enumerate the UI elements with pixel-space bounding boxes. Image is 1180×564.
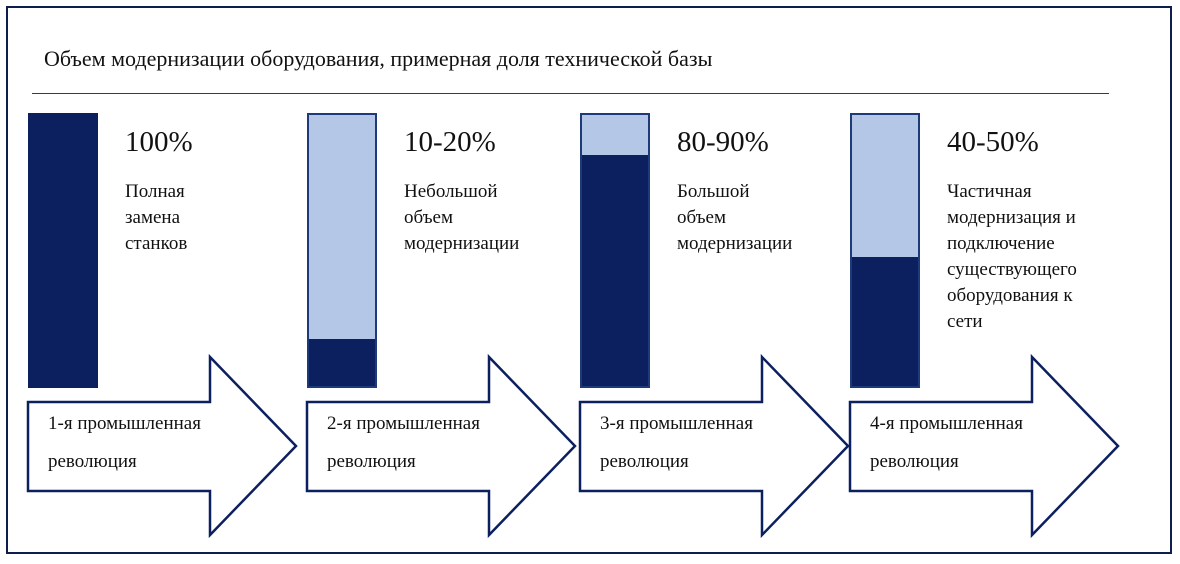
revolution-label-4: 4-я промышленная революция xyxy=(870,405,1023,481)
revolution-arrow-2 xyxy=(305,353,577,539)
revolution-arrow-3 xyxy=(578,353,850,539)
revolution-label-2: 2-я промышленная революция xyxy=(327,405,480,481)
description-line: модернизации xyxy=(677,233,793,254)
bar-modernized-segment xyxy=(309,339,375,386)
description-line: Небольшой xyxy=(404,181,498,202)
description-line: замена xyxy=(125,207,180,228)
bar-remaining-segment xyxy=(582,115,648,159)
stage-description-2: Небольшой объем модернизации xyxy=(404,179,519,257)
percent-label-4: 40-50% xyxy=(947,126,1039,158)
bar-remaining-segment xyxy=(309,115,375,343)
bar-remaining-segment xyxy=(852,115,918,261)
description-line: Полная xyxy=(125,181,185,202)
arrow-shape xyxy=(26,353,298,539)
arrow-label-line: 3-я промышленная xyxy=(600,413,753,434)
description-line: объем xyxy=(404,207,453,228)
description-line: подключение xyxy=(947,233,1055,254)
title-divider xyxy=(32,93,1109,94)
description-line: модернизация и xyxy=(947,207,1076,228)
percent-label-3: 80-90% xyxy=(677,126,769,158)
revolution-label-1: 1-я промышленная революция xyxy=(48,405,201,481)
description-line: Частичная xyxy=(947,181,1032,202)
stage-description-1: Полная замена станков xyxy=(125,179,187,257)
arrow-label-line: 4-я промышленная xyxy=(870,413,1023,434)
bar-modernized-segment xyxy=(852,257,918,386)
arrow-shape xyxy=(848,353,1120,539)
percent-label-2: 10-20% xyxy=(404,126,496,158)
modernization-bar-4 xyxy=(850,113,920,388)
modernization-bar-2 xyxy=(307,113,377,388)
arrow-label-line: революция xyxy=(48,451,137,472)
revolution-label-3: 3-я промышленная революция xyxy=(600,405,753,481)
revolution-arrow-1 xyxy=(26,353,298,539)
description-line: существующего xyxy=(947,259,1077,280)
description-line: объем xyxy=(677,207,726,228)
arrow-shape xyxy=(578,353,850,539)
percent-label-1: 100% xyxy=(125,126,193,158)
description-line: сети xyxy=(947,311,983,332)
description-line: станков xyxy=(125,233,188,254)
bar-modernized-segment xyxy=(28,113,98,388)
modernization-bar-1 xyxy=(28,113,98,388)
description-line: оборудования к xyxy=(947,285,1073,306)
arrow-label-line: революция xyxy=(327,451,416,472)
diagram-title: Объем модернизации оборудования, примерн… xyxy=(44,46,713,71)
arrow-label-line: революция xyxy=(600,451,689,472)
modernization-bar-3 xyxy=(580,113,650,388)
arrow-label-line: 1-я промышленная xyxy=(48,413,201,434)
revolution-arrow-4 xyxy=(848,353,1120,539)
arrow-shape xyxy=(305,353,577,539)
stage-description-3: Большой объем модернизации xyxy=(677,179,792,257)
description-line: модернизации xyxy=(404,233,520,254)
bar-modernized-segment xyxy=(582,155,648,386)
stage-description-4: Частичная модернизация и подключение сущест… xyxy=(947,179,1077,335)
arrow-label-line: революция xyxy=(870,451,959,472)
arrow-label-line: 2-я промышленная xyxy=(327,413,480,434)
description-line: Большой xyxy=(677,181,750,202)
